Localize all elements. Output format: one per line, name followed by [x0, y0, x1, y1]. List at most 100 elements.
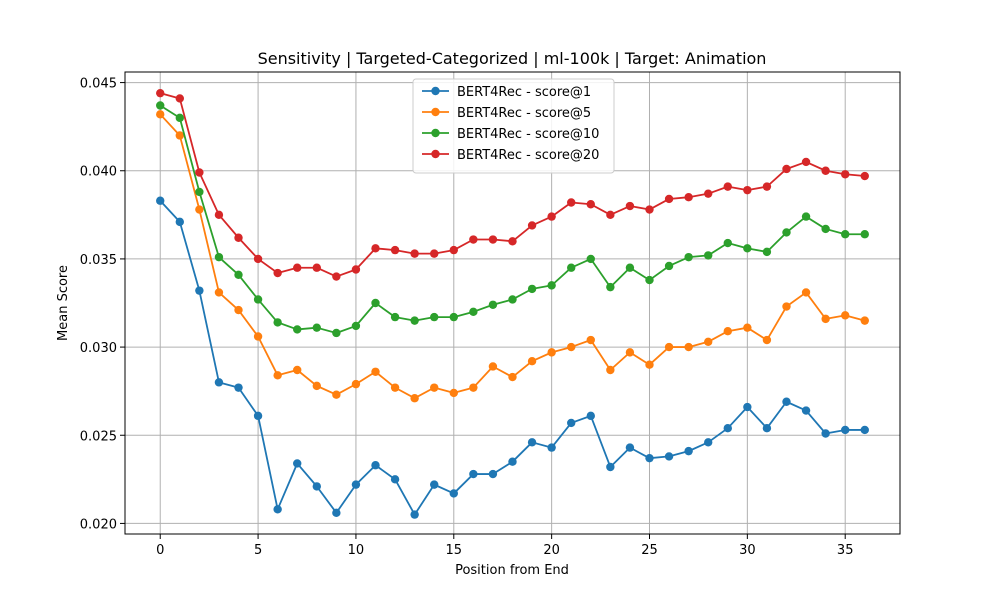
legend-swatch-marker	[431, 149, 440, 159]
data-point	[743, 402, 752, 412]
data-point	[175, 217, 184, 227]
data-point	[253, 295, 263, 304]
y-tick-label: 0.030	[80, 341, 117, 356]
data-point	[782, 397, 791, 406]
legend: BERT4Rec - score@1 BERT4Rec - score@5 BERT…	[412, 78, 615, 174]
data-point	[547, 348, 556, 357]
data-point	[234, 383, 243, 392]
data-point	[430, 312, 439, 322]
data-point	[704, 251, 713, 260]
data-point	[821, 429, 830, 438]
data-point	[704, 438, 713, 447]
data-point	[449, 388, 458, 398]
data-point	[293, 365, 302, 375]
data-point	[156, 101, 165, 110]
data-point	[801, 157, 811, 167]
data-point	[195, 187, 204, 197]
series-line	[159, 200, 865, 516]
x-tick-label: 35	[837, 543, 854, 558]
data-point	[606, 462, 615, 472]
legend-box	[412, 78, 615, 174]
data-point	[488, 362, 498, 371]
data-point	[821, 166, 830, 175]
data-point	[214, 378, 224, 387]
data-point	[684, 252, 693, 262]
y-tick-label: 0.035	[80, 253, 117, 268]
data-point	[293, 459, 302, 468]
data-point	[684, 192, 693, 202]
data-point	[469, 235, 478, 244]
data-point	[312, 381, 321, 391]
data-point	[332, 328, 341, 338]
data-point	[410, 510, 419, 519]
data-point	[860, 230, 869, 239]
data-point	[273, 318, 282, 327]
x-tick-label: 5	[254, 543, 262, 558]
data-point	[351, 265, 361, 274]
data-point	[508, 237, 517, 246]
data-point	[195, 168, 204, 177]
data-point	[273, 505, 282, 514]
data-point	[214, 210, 224, 220]
data-point	[567, 418, 576, 428]
data-point	[704, 337, 713, 346]
data-point	[449, 489, 458, 498]
data-point	[567, 263, 576, 272]
data-point	[234, 270, 243, 279]
data-point	[645, 205, 654, 214]
data-point	[586, 200, 595, 209]
data-point	[390, 383, 400, 392]
data-point	[723, 423, 732, 433]
data-point	[430, 249, 439, 258]
data-point	[332, 272, 341, 281]
legend-label: BERT4Rec - score@1	[457, 85, 591, 100]
data-point	[410, 316, 419, 325]
legend-item: BERT4Rec - score@10	[422, 127, 599, 142]
data-point	[664, 261, 674, 271]
data-point	[664, 452, 674, 461]
data-point	[586, 335, 595, 345]
data-point	[293, 263, 302, 272]
data-point	[547, 212, 556, 221]
legend-swatch-marker	[431, 107, 440, 117]
legend-item: BERT4Rec - score@20	[422, 148, 599, 163]
data-point	[762, 247, 772, 257]
data-point	[743, 244, 752, 253]
x-tick-label: 30	[739, 543, 756, 558]
data-point	[821, 314, 830, 324]
y-axis-label: Mean Score	[56, 265, 71, 341]
data-point	[351, 379, 361, 389]
data-point	[801, 406, 811, 415]
data-point	[449, 245, 458, 255]
data-point	[430, 480, 439, 489]
data-point	[782, 164, 791, 174]
data-point	[625, 348, 635, 357]
data-point	[371, 461, 380, 470]
data-point	[684, 342, 693, 352]
data-point	[390, 475, 400, 484]
legend-swatch-marker	[431, 86, 440, 96]
data-point	[371, 244, 380, 253]
data-point	[332, 508, 341, 518]
data-point	[782, 228, 791, 237]
data-point	[841, 425, 850, 435]
data-point	[762, 423, 772, 433]
y-tick-label: 0.025	[80, 429, 117, 444]
series-4	[156, 88, 869, 281]
data-point	[586, 254, 595, 264]
data-point	[469, 307, 478, 317]
series-1	[156, 196, 869, 519]
data-point	[449, 312, 458, 322]
legend-swatch-marker	[431, 128, 440, 138]
data-point	[723, 182, 732, 191]
data-point	[469, 383, 478, 392]
data-point	[527, 284, 537, 294]
data-point	[508, 295, 517, 304]
data-point	[312, 263, 321, 272]
data-point	[664, 194, 674, 204]
data-point	[156, 88, 165, 98]
data-point	[273, 371, 282, 380]
data-point	[625, 201, 635, 211]
data-point	[743, 323, 752, 332]
